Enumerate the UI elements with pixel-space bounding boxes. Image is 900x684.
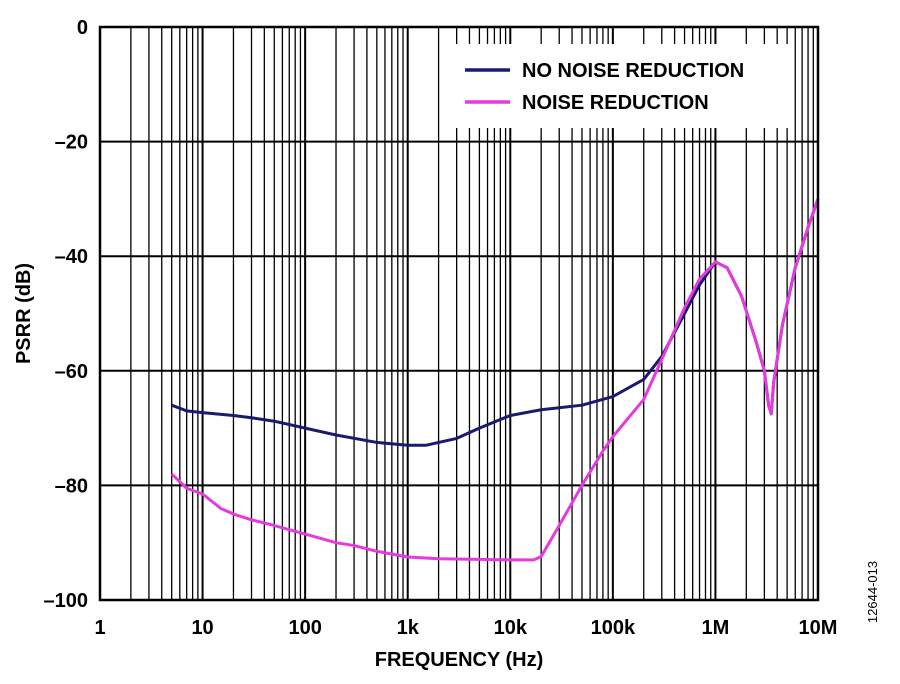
y-axis-title: PSRR (dB) — [13, 263, 35, 364]
x-tick-label: 10 — [191, 617, 213, 639]
y-tick-label: –80 — [55, 475, 88, 497]
x-tick-label: 1 — [94, 617, 105, 639]
y-tick-label: –40 — [55, 246, 88, 268]
x-axis-ticks: 1 10 100 1k 10k 100k 1M 10M — [94, 617, 837, 639]
y-tick-label: –20 — [55, 132, 88, 154]
figure-id: 12644-013 — [865, 561, 880, 623]
y-tick-label: –60 — [55, 361, 88, 383]
x-tick-label: 10M — [799, 617, 838, 639]
plot-frame — [98, 25, 820, 602]
y-tick-label: 0 — [77, 17, 88, 39]
legend: NO NOISE REDUCTION NOISE REDUCTION — [442, 44, 794, 128]
x-tick-label: 100k — [591, 617, 636, 639]
plot-border — [98, 25, 820, 602]
series-line-noise-reduction — [170, 198, 820, 562]
x-tick-label: 100 — [288, 617, 321, 639]
x-tick-label: 10k — [494, 617, 528, 639]
x-tick-label: 1M — [702, 617, 730, 639]
x-tick-label: 1k — [397, 617, 420, 639]
y-axis-ticks: 0 –20 –40 –60 –80 –100 — [44, 17, 89, 612]
legend-label-noise-reduction: NOISE REDUCTION — [522, 92, 709, 114]
legend-label-no-noise-reduction: NO NOISE REDUCTION — [522, 60, 744, 82]
series-layer — [170, 198, 820, 562]
x-axis-title: FREQUENCY (Hz) — [375, 649, 544, 671]
legend-box — [442, 44, 794, 128]
y-tick-label: –100 — [44, 590, 89, 612]
